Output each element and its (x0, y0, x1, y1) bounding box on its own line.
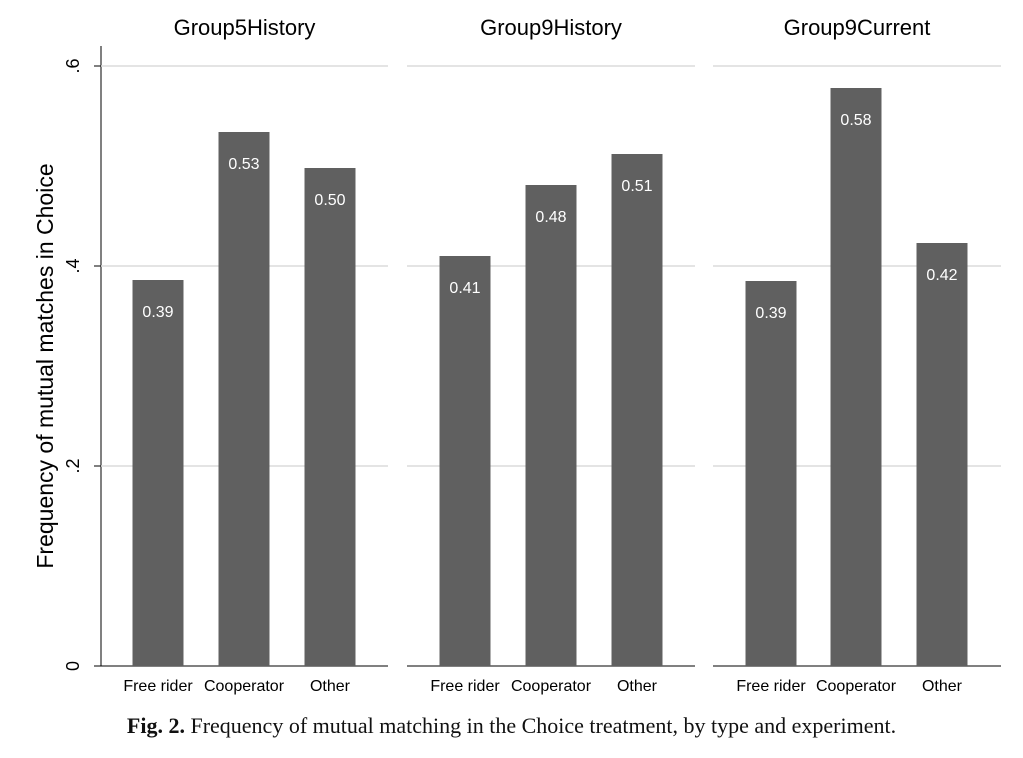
x-tick-label: Other (922, 678, 963, 695)
bar-value-label: 0.50 (314, 192, 345, 209)
figure-caption: Fig. 2. Frequency of mutual matching in … (0, 713, 1023, 739)
x-tick-label: Cooperator (204, 678, 285, 695)
x-tick-label: Other (617, 678, 658, 695)
bar (745, 281, 797, 666)
bar (218, 132, 270, 666)
bar (304, 168, 356, 666)
panel-title: Group9History (480, 15, 622, 40)
bar (830, 88, 882, 666)
y-tick-label: 0 (63, 661, 83, 671)
y-tick-label: .2 (63, 458, 83, 473)
bar-value-label: 0.39 (755, 305, 786, 322)
bar (611, 154, 663, 666)
bar-value-label: 0.58 (840, 112, 871, 129)
bar (132, 280, 184, 666)
y-tick-label: .4 (63, 258, 83, 273)
x-tick-label: Free rider (123, 678, 193, 695)
panel-title: Group5History (174, 15, 316, 40)
bar (916, 243, 968, 666)
x-tick-label: Free rider (430, 678, 500, 695)
bar-value-label: 0.53 (228, 156, 259, 173)
bar (525, 185, 577, 666)
y-axis-title: Frequency of mutual matches in Choice (32, 163, 58, 568)
caption-label: Fig. 2. (126, 713, 185, 738)
bar-value-label: 0.51 (621, 178, 652, 195)
panel-title: Group9Current (784, 15, 931, 40)
x-tick-label: Free rider (736, 678, 806, 695)
x-tick-label: Other (310, 678, 351, 695)
bar-value-label: 0.39 (142, 304, 173, 321)
x-tick-label: Cooperator (816, 678, 897, 695)
chart: Frequency of mutual matches in Choice 0 .2… (32, 15, 1001, 695)
x-tick-label: Cooperator (511, 678, 592, 695)
bar-value-label: 0.48 (535, 209, 566, 226)
bar-value-label: 0.42 (926, 267, 957, 284)
y-tick-label: .6 (63, 58, 83, 73)
bar-value-label: 0.41 (449, 280, 480, 297)
caption-text: Frequency of mutual matching in the Choi… (190, 713, 897, 738)
bar (439, 256, 491, 666)
